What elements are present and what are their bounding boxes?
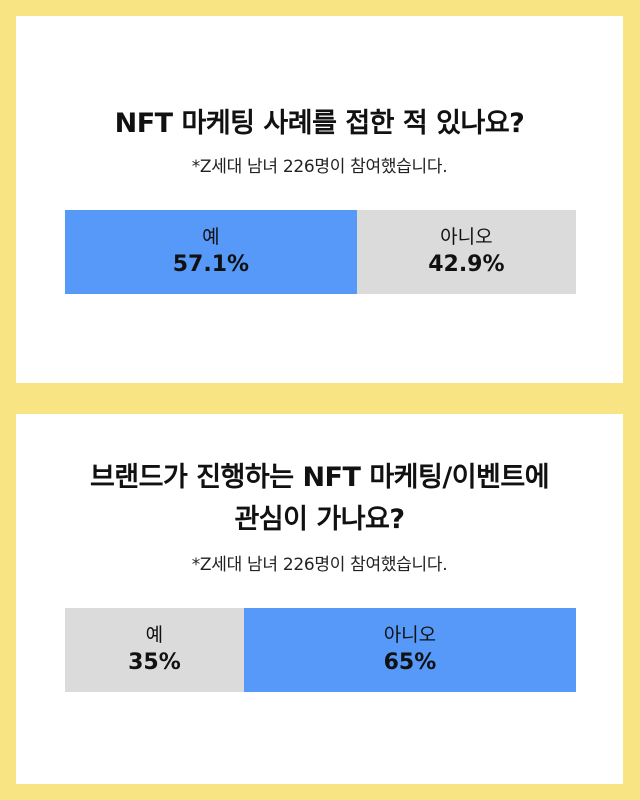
bar-segment-no: 아니오 42.9% (356, 210, 576, 294)
survey-card-2: 브랜드가 진행하는 NFT 마케팅/이벤트에 관심이 가나요? *Z세대 남녀 … (16, 414, 623, 784)
survey-question-2-line-1: 브랜드가 진행하는 NFT 마케팅/이벤트에 (89, 462, 550, 493)
survey-note-2: *Z세대 남녀 226명이 참여했습니다. (191, 555, 448, 575)
segment-value: 57.1% (172, 252, 250, 277)
survey-note-1: *Z세대 남녀 226명이 참여했습니다. (191, 157, 448, 177)
bar-segment-yes: 예 57.1% (65, 210, 357, 294)
survey-question-2-line-2: 관심이 가나요? (234, 504, 405, 535)
survey-question-1: NFT 마케팅 사례를 접한 적 있나요? (114, 108, 525, 139)
segment-value: 42.9% (428, 252, 505, 277)
bar-segment-yes: 예 35% (65, 608, 244, 692)
survey-card-1: NFT 마케팅 사례를 접한 적 있나요? *Z세대 남녀 226명이 참여했습… (16, 16, 623, 383)
segment-value: 65% (383, 650, 437, 675)
bar-segment-no: 아니오 65% (243, 608, 576, 692)
segment-label: 예 (202, 226, 220, 248)
segment-label: 아니오 (440, 226, 493, 248)
result-bar-1: 예 57.1% 아니오 42.9% (65, 210, 576, 294)
segment-value: 35% (128, 650, 181, 675)
result-bar-2: 예 35% 아니오 65% (65, 608, 576, 692)
segment-label: 아니오 (383, 624, 437, 646)
segment-label: 예 (145, 624, 164, 646)
